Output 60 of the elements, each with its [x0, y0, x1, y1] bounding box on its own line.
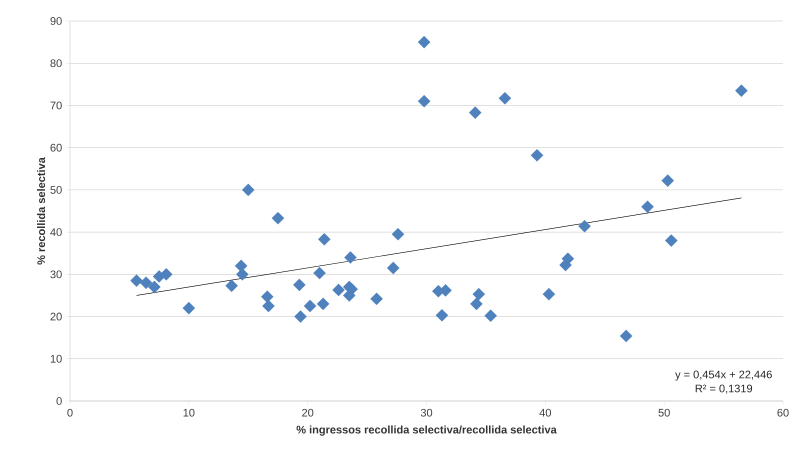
- y-tick-label: 0: [56, 397, 62, 405]
- x-tick-label: 50: [658, 408, 670, 417]
- point: [304, 300, 316, 312]
- point: [272, 212, 284, 224]
- point: [468, 106, 482, 119]
- x-axis-title: % ingressos recollida selectiva/recollida selectiva: [296, 425, 557, 436]
- y-tick-label: 30: [50, 270, 62, 278]
- point: [578, 220, 591, 232]
- point: [148, 280, 161, 294]
- point: [260, 290, 274, 303]
- y-tick-label: 10: [50, 354, 62, 363]
- point: [316, 298, 330, 310]
- point: [318, 233, 331, 246]
- point: [542, 288, 556, 300]
- point: [370, 292, 383, 306]
- point: [484, 309, 497, 322]
- point: [530, 148, 544, 162]
- point: [498, 92, 512, 105]
- x-tick-label: 40: [539, 408, 552, 417]
- point: [293, 278, 306, 292]
- y-tick-label: 70: [50, 102, 62, 110]
- x-tick-label: 20: [302, 408, 314, 417]
- point: [620, 330, 632, 342]
- annotation: y = 0,454x + 22,446: [675, 370, 772, 381]
- x-tick-label: 60: [777, 408, 789, 417]
- annotation: R² = 0,1319: [696, 384, 752, 394]
- point: [418, 94, 430, 108]
- point: [332, 284, 345, 296]
- point: [294, 310, 307, 323]
- y-tick-label: 20: [50, 312, 62, 320]
- y-tick-label: 50: [50, 186, 62, 194]
- x-tick-label: 30: [420, 408, 432, 417]
- point: [130, 274, 143, 287]
- point: [236, 268, 249, 281]
- y-tick-label: 60: [50, 144, 62, 152]
- x-tick-label: 10: [184, 408, 195, 417]
- point: [562, 252, 574, 265]
- y-tick-label: 40: [50, 228, 62, 236]
- point: [641, 200, 654, 214]
- point: [472, 288, 486, 300]
- point: [418, 36, 430, 48]
- point: [160, 268, 173, 281]
- point: [436, 309, 448, 322]
- point: [140, 276, 152, 290]
- y-tick-label: 90: [50, 17, 62, 25]
- point: [242, 184, 255, 196]
- point: [225, 279, 238, 292]
- point: [182, 302, 196, 314]
- point: [665, 234, 678, 247]
- point: [392, 228, 404, 241]
- point: [470, 298, 483, 310]
- y-axis-title: % recollida selectiva: [37, 157, 46, 265]
- point: [313, 266, 326, 280]
- y-tick-label: 80: [50, 59, 62, 68]
- point: [344, 251, 357, 264]
- point: [735, 84, 748, 97]
- point: [661, 174, 674, 187]
- point: [262, 300, 275, 312]
- point: [386, 262, 400, 274]
- x-tick-label: 0: [67, 408, 73, 417]
